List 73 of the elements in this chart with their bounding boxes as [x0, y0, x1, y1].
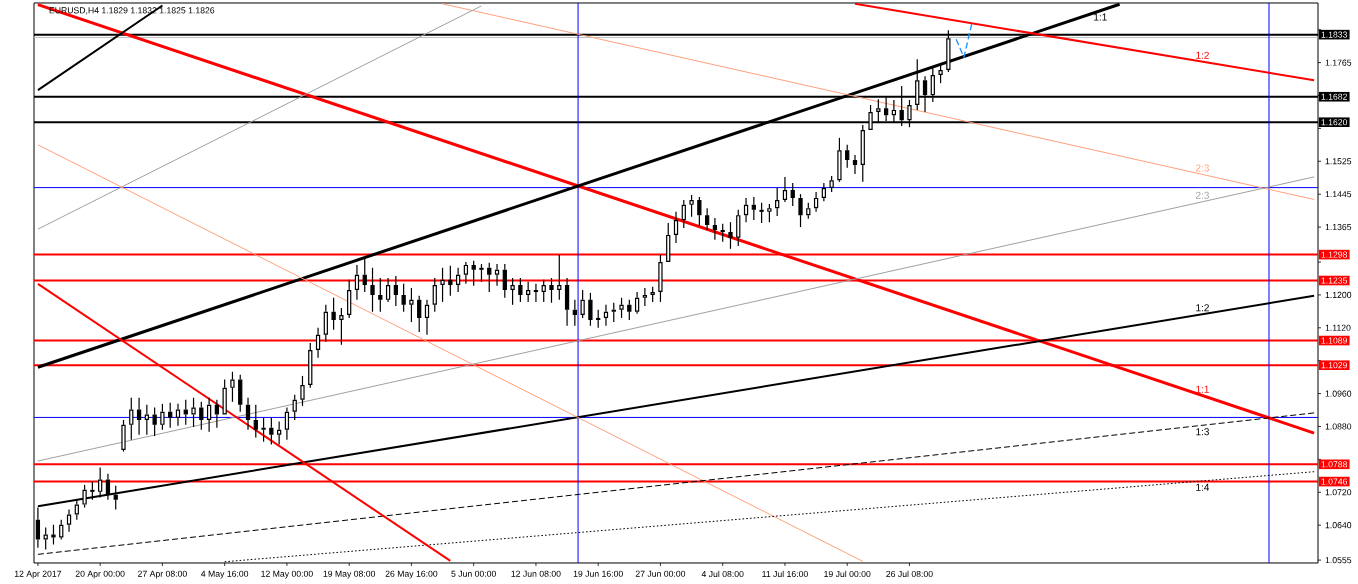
- series-label: 1:2: [1196, 304, 1209, 312]
- candlestick: [494, 263, 500, 287]
- candlestick: [455, 267, 461, 293]
- series-label: 1:2: [1196, 51, 1209, 59]
- y-tick-label: 1.1365: [1325, 224, 1352, 231]
- ref-line-label: 1.1235: [1321, 277, 1348, 284]
- candlestick: [533, 283, 539, 303]
- candlestick: [424, 299, 430, 336]
- candlestick: [642, 287, 648, 307]
- series-label: 2:3: [1196, 191, 1209, 199]
- ref-line-label: 1.1298: [1321, 251, 1348, 258]
- candlestick: [813, 191, 819, 213]
- x-tick-label: 27 Jun 00:00: [635, 570, 686, 577]
- candlestick: [245, 397, 251, 431]
- y-tick-label: 1.1765: [1325, 59, 1352, 66]
- ref-line-label: 1.1620: [1321, 119, 1348, 126]
- y-tick-label: 1.1525: [1325, 158, 1352, 165]
- x-tick-label: 19 Jul 00:00: [824, 570, 871, 578]
- series-label: 1:4: [1196, 483, 1210, 491]
- candlestick: [277, 420, 282, 446]
- series-label: 1:3: [1196, 428, 1209, 436]
- x-tick-label: 4 May 16:00: [201, 570, 249, 579]
- y-tick-label: 1.1200: [1325, 291, 1352, 298]
- x-tick-label: 5 Jun 00:00: [451, 570, 496, 577]
- x-tick-label: 12 Jun 08:00: [511, 570, 561, 577]
- candlestick: [821, 182, 826, 202]
- ref-line-label: 1.0788: [1321, 461, 1348, 468]
- candlestick: [105, 473, 111, 501]
- x-tick-label: 20 Apr 00:00: [75, 570, 125, 579]
- candlestick: [136, 397, 142, 436]
- x-tick-label: 27 Apr 08:00: [138, 570, 187, 579]
- candlestick: [385, 277, 391, 303]
- ref-line-label: 1.1682: [1321, 93, 1347, 100]
- candlestick: [66, 508, 72, 533]
- x-tick-label: 12 Apr 2017: [14, 570, 62, 579]
- ref-line-label: 1.0746: [1321, 478, 1348, 485]
- candlestick: [712, 217, 718, 241]
- x-tick-label: 11 Jul 16:00: [762, 570, 808, 578]
- x-tick-label: 12 May 00:00: [261, 570, 313, 579]
- x-tick-label: 4 Jul 08:00: [701, 570, 744, 578]
- candlestick: [214, 399, 220, 429]
- candlestick: [393, 275, 398, 307]
- candlestick: [673, 211, 679, 244]
- candlestick: [354, 264, 360, 301]
- candlestick: [315, 327, 321, 359]
- x-tick-label: 19 Jun 16:00: [573, 570, 623, 577]
- candlestick: [175, 403, 181, 427]
- x-tick-label: 26 May 16:00: [385, 570, 438, 579]
- ref-line-label: 1.1833: [1321, 31, 1348, 38]
- candlestick: [603, 304, 609, 327]
- y-tick-label: 1.0960: [1325, 390, 1352, 397]
- ref-line-label: 1.1029: [1321, 362, 1348, 369]
- y-tick-label: 1.0880: [1325, 423, 1352, 430]
- candlestick: [852, 154, 858, 175]
- y-tick-label: 1.1120: [1325, 324, 1351, 331]
- series-label: 2:3: [1196, 164, 1209, 172]
- candlestick: [284, 406, 290, 441]
- series-label: 1:1: [1196, 385, 1209, 393]
- candlestick: [705, 207, 710, 231]
- y-tick-label: 1.0720: [1325, 489, 1352, 496]
- candlestick: [564, 277, 570, 327]
- x-tick-label: 19 May 08:00: [323, 570, 376, 579]
- x-tick-label: 26 Jul 08:00: [886, 570, 933, 578]
- candlestick: [206, 397, 212, 433]
- candlestick: [463, 261, 469, 285]
- candlestick: [743, 197, 749, 223]
- y-tick-label: 1.0640: [1325, 522, 1352, 529]
- y-tick-label: 1.0555: [1325, 557, 1352, 564]
- candlestick: [634, 291, 640, 315]
- ref-line-label: 1.1089: [1321, 337, 1348, 344]
- series-label: 1:1: [1094, 13, 1107, 21]
- y-tick-label: 1.1445: [1325, 191, 1352, 198]
- candlestick: [782, 176, 788, 203]
